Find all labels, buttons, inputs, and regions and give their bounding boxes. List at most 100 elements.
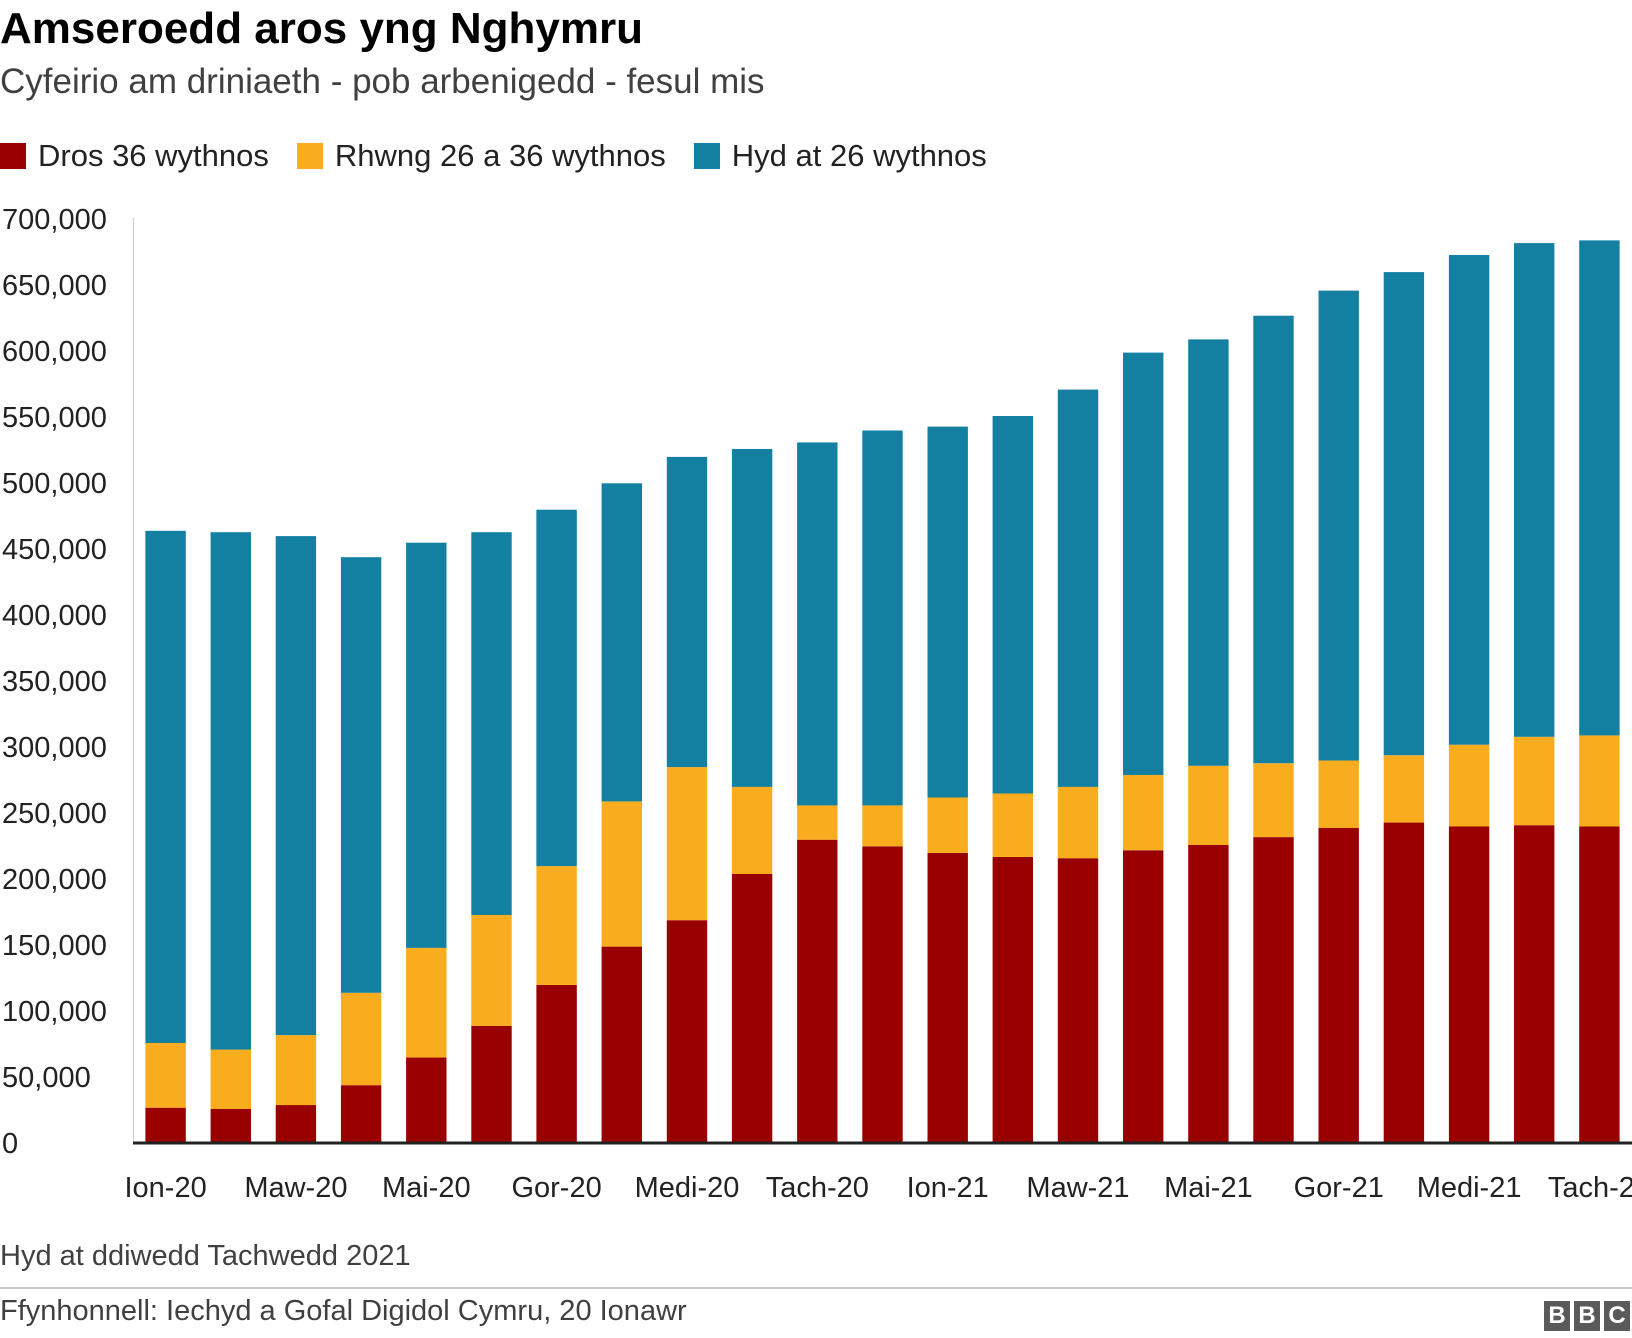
- chart-legend: Dros 36 wythnos Rhwng 26 a 36 wythnos Hy…: [0, 136, 1015, 176]
- bar-segment-series-2: [666, 456, 708, 768]
- bar-segment-series-2: [145, 530, 186, 1043]
- y-tick-label: 550,000: [2, 402, 107, 434]
- bar-segment-series-1: [1188, 765, 1229, 845]
- y-tick-label: 100,000: [2, 996, 107, 1028]
- bbc-logo-block: B: [1574, 1301, 1600, 1331]
- y-tick-label: 600,000: [2, 336, 107, 368]
- x-tick-label: Medi-21: [1417, 1172, 1522, 1200]
- chart-footnote: Hyd at ddiwedd Tachwedd 2021: [0, 1240, 411, 1272]
- stacked-bar-chart: 0 50,000 100,000 150,000 200,000 250,000 300,0…: [2, 204, 1632, 1200]
- bar-segment-series-2: [1188, 339, 1229, 766]
- y-tick-label: 400,000: [2, 600, 107, 632]
- bar-segment-series-0: [471, 1025, 512, 1142]
- x-tick-label: Gor-20: [511, 1172, 601, 1200]
- y-tick-label: 0: [2, 1128, 18, 1160]
- bar-segment-series-0: [731, 874, 773, 1142]
- bar-segment-series-0: [666, 920, 708, 1142]
- bar-segment-series-1: [927, 797, 968, 853]
- bar-segment-series-2: [731, 449, 773, 787]
- bar-segment-series-2: [797, 442, 838, 806]
- legend-item-rhwng-26-36: Rhwng 26 a 36 wythnos: [296, 138, 666, 174]
- bar-segment-series-0: [406, 1057, 447, 1142]
- bar-segment-series-2: [1579, 240, 1620, 736]
- bar-segment-series-0: [862, 846, 903, 1142]
- bar-segment-series-2: [1448, 255, 1490, 745]
- y-tick-label: 250,000: [2, 798, 107, 830]
- bar-segment-series-0: [1579, 826, 1620, 1142]
- y-tick-label: 300,000: [2, 732, 107, 764]
- bar-segment-series-1: [797, 805, 838, 840]
- bbc-logo-block: C: [1604, 1301, 1630, 1331]
- bar-segment-series-1: [210, 1049, 251, 1109]
- bar-segment-series-1: [1514, 736, 1555, 826]
- chart-source: Ffynhonnell: Iechyd a Gofal Digidol Cymr…: [0, 1295, 687, 1327]
- bar-segment-series-2: [862, 430, 903, 806]
- y-tick-label: 200,000: [2, 864, 107, 896]
- legend-swatch-dros-36: [0, 143, 26, 169]
- bar-segment-series-0: [1188, 845, 1229, 1142]
- bar-segment-series-1: [471, 915, 512, 1026]
- bar-segment-series-0: [1253, 837, 1294, 1142]
- y-tick-label: 150,000: [2, 930, 107, 962]
- x-tick-label: Gor-21: [1294, 1172, 1384, 1200]
- chart-title: Amseroedd aros yng Nghymru: [0, 4, 644, 53]
- bbc-logo-block: B: [1544, 1301, 1570, 1331]
- bar-segment-series-1: [145, 1043, 186, 1108]
- y-tick-label: 350,000: [2, 666, 107, 698]
- bar-segment-series-2: [1383, 272, 1425, 756]
- bar-segment-series-1: [1383, 755, 1425, 823]
- bar-segment-series-2: [927, 426, 968, 798]
- bar-segment-series-1: [406, 948, 447, 1058]
- legend-label-hyd-at-26: Hyd at 26 wythnos: [731, 138, 987, 173]
- bar-segment-series-0: [1448, 826, 1490, 1142]
- bar-segment-series-0: [275, 1105, 317, 1142]
- bar-segment-series-0: [992, 856, 1033, 1142]
- bar-segment-series-2: [1123, 352, 1164, 775]
- bar-segment-series-0: [1318, 827, 1359, 1142]
- bar-segment-series-2: [1318, 290, 1359, 761]
- bar-segment-series-1: [666, 767, 708, 921]
- bar-segment-series-2: [536, 509, 577, 867]
- bar-segment-series-2: [1253, 315, 1294, 764]
- bar-segment-series-0: [927, 852, 968, 1142]
- legend-label-dros-36: Dros 36 wythnos: [38, 138, 269, 173]
- bar-segment-series-1: [731, 786, 773, 874]
- bar-segment-series-1: [536, 866, 577, 985]
- bar-segment-series-0: [1123, 850, 1164, 1142]
- bar-segment-series-2: [406, 542, 447, 948]
- bar-segment-series-1: [992, 793, 1033, 857]
- bar-segment-series-1: [1448, 744, 1490, 827]
- bar-segment-series-1: [1318, 760, 1359, 828]
- x-tick-label: Ion-21: [907, 1172, 989, 1200]
- bar-segment-series-0: [797, 839, 838, 1142]
- bar-segment-series-2: [1514, 243, 1555, 737]
- legend-label-rhwng-26-36: Rhwng 26 a 36 wythnos: [334, 138, 666, 173]
- bar-segment-series-2: [1057, 389, 1099, 787]
- legend-swatch-rhwng-26-36: [296, 143, 323, 169]
- bar-segment-series-2: [210, 532, 251, 1050]
- bar-segment-series-0: [145, 1107, 186, 1142]
- bar-segment-series-1: [1123, 775, 1164, 851]
- bar-segment-series-2: [340, 557, 382, 993]
- bar-segment-series-0: [1383, 822, 1425, 1142]
- y-tick-label: 650,000: [2, 270, 107, 302]
- bar-segment-series-1: [1579, 735, 1620, 827]
- bar-segment-series-2: [471, 532, 512, 915]
- bar-segment-series-2: [992, 416, 1033, 794]
- bar-segment-series-2: [275, 536, 317, 1036]
- x-tick-label: Tach-21: [1548, 1172, 1632, 1200]
- y-tick-label: 700,000: [2, 204, 107, 236]
- bar-segment-series-0: [340, 1085, 382, 1142]
- bar-segment-series-0: [1514, 825, 1555, 1142]
- x-tick-label: Mai-21: [1164, 1172, 1253, 1200]
- bar-segment-series-1: [1253, 763, 1294, 838]
- bar-segment-series-1: [601, 801, 642, 947]
- x-tick-label: Maw-21: [1026, 1172, 1129, 1200]
- bar-segment-series-0: [601, 946, 642, 1142]
- bar-segment-series-0: [210, 1109, 251, 1142]
- y-tick-label: 500,000: [2, 468, 107, 500]
- bar-segment-series-1: [275, 1035, 317, 1106]
- x-tick-label: Medi-20: [635, 1172, 740, 1200]
- bar-segment-series-1: [862, 805, 903, 847]
- bar-segment-series-1: [1057, 786, 1099, 859]
